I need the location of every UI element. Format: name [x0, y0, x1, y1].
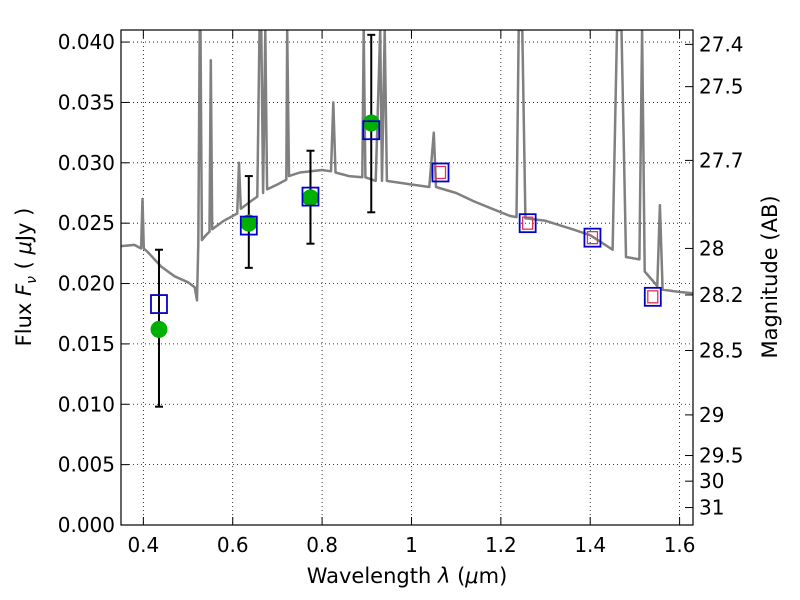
- x-tick-label: 0.6: [217, 533, 249, 557]
- model-point-box: [362, 120, 381, 141]
- y-tick-label: 0.005: [58, 453, 115, 477]
- observed-point: [150, 320, 168, 338]
- y-tick-label: 0.000: [58, 513, 115, 537]
- observed-point: [240, 214, 258, 232]
- model-point-inner-box: [586, 231, 599, 245]
- model-point-box: [518, 213, 537, 234]
- y2-tick-label: 28.2: [699, 283, 744, 307]
- x-tick-label: 1: [405, 533, 418, 557]
- y2-tick-label: 27.4: [699, 32, 744, 56]
- y-tick-label: 0.010: [58, 392, 115, 416]
- x-tick-label: 0.8: [306, 533, 338, 557]
- model-point-box: [150, 294, 168, 314]
- y2-tick-label: 27.7: [699, 148, 744, 172]
- model-point-box: [431, 162, 450, 183]
- model-point-inner-box: [522, 216, 534, 230]
- x-tick-label: 0.4: [127, 533, 159, 557]
- x-axis-label: Wavelength λ (μm): [307, 564, 508, 588]
- y2-tick-label: 28.5: [699, 338, 744, 362]
- x-tick-label: 1.2: [485, 533, 517, 557]
- model-point-inner-box: [647, 290, 659, 304]
- y2-tick-label: 31: [699, 496, 724, 520]
- x-axis: 0.4 0.6 0.8 1 1.2 1.4 1.6: [127, 30, 696, 557]
- plot-frame: [120, 29, 694, 526]
- model-point-box: [301, 186, 320, 207]
- model-point-box: [643, 286, 662, 307]
- y-tick-label: 0.025: [58, 211, 115, 235]
- y-tick-label: 0.015: [58, 332, 115, 356]
- y-tick-label: 0.040: [58, 30, 115, 54]
- model-point-box: [239, 215, 258, 236]
- plot-background: [121, 30, 693, 525]
- y-axis: 0.000 0.005 0.010 0.015 0.020 0.025 0.030 0.035…: [58, 30, 129, 537]
- x-tick-label: 1.6: [664, 533, 696, 557]
- y2-axis: 27.4 27.5 27.7 28 28.2 28.5 29 29.530 31: [685, 32, 744, 520]
- y-tick-label: 0.035: [58, 90, 115, 114]
- y2-tick-label: 30: [699, 469, 724, 493]
- model-point-inner-box: [434, 165, 447, 180]
- y-axis-label: Flux Fν ( μJy ): [12, 208, 40, 347]
- y2-tick-label: 29: [699, 403, 724, 427]
- observed-point: [362, 114, 380, 132]
- model-photometry-boxes: [150, 120, 662, 314]
- y2-tick-label: 29.5: [699, 444, 744, 468]
- y-tick-label: 0.030: [58, 151, 115, 175]
- model-point-box: [583, 227, 602, 248]
- y2-axis-label: Magnitude (AB): [758, 195, 782, 358]
- y2-tick-label: 28: [699, 236, 724, 260]
- observed-point: [301, 189, 319, 207]
- x-tick-label: 1.4: [574, 533, 606, 557]
- y2-tick-label: 27.5: [699, 75, 744, 99]
- y-tick-label: 0.020: [58, 272, 115, 296]
